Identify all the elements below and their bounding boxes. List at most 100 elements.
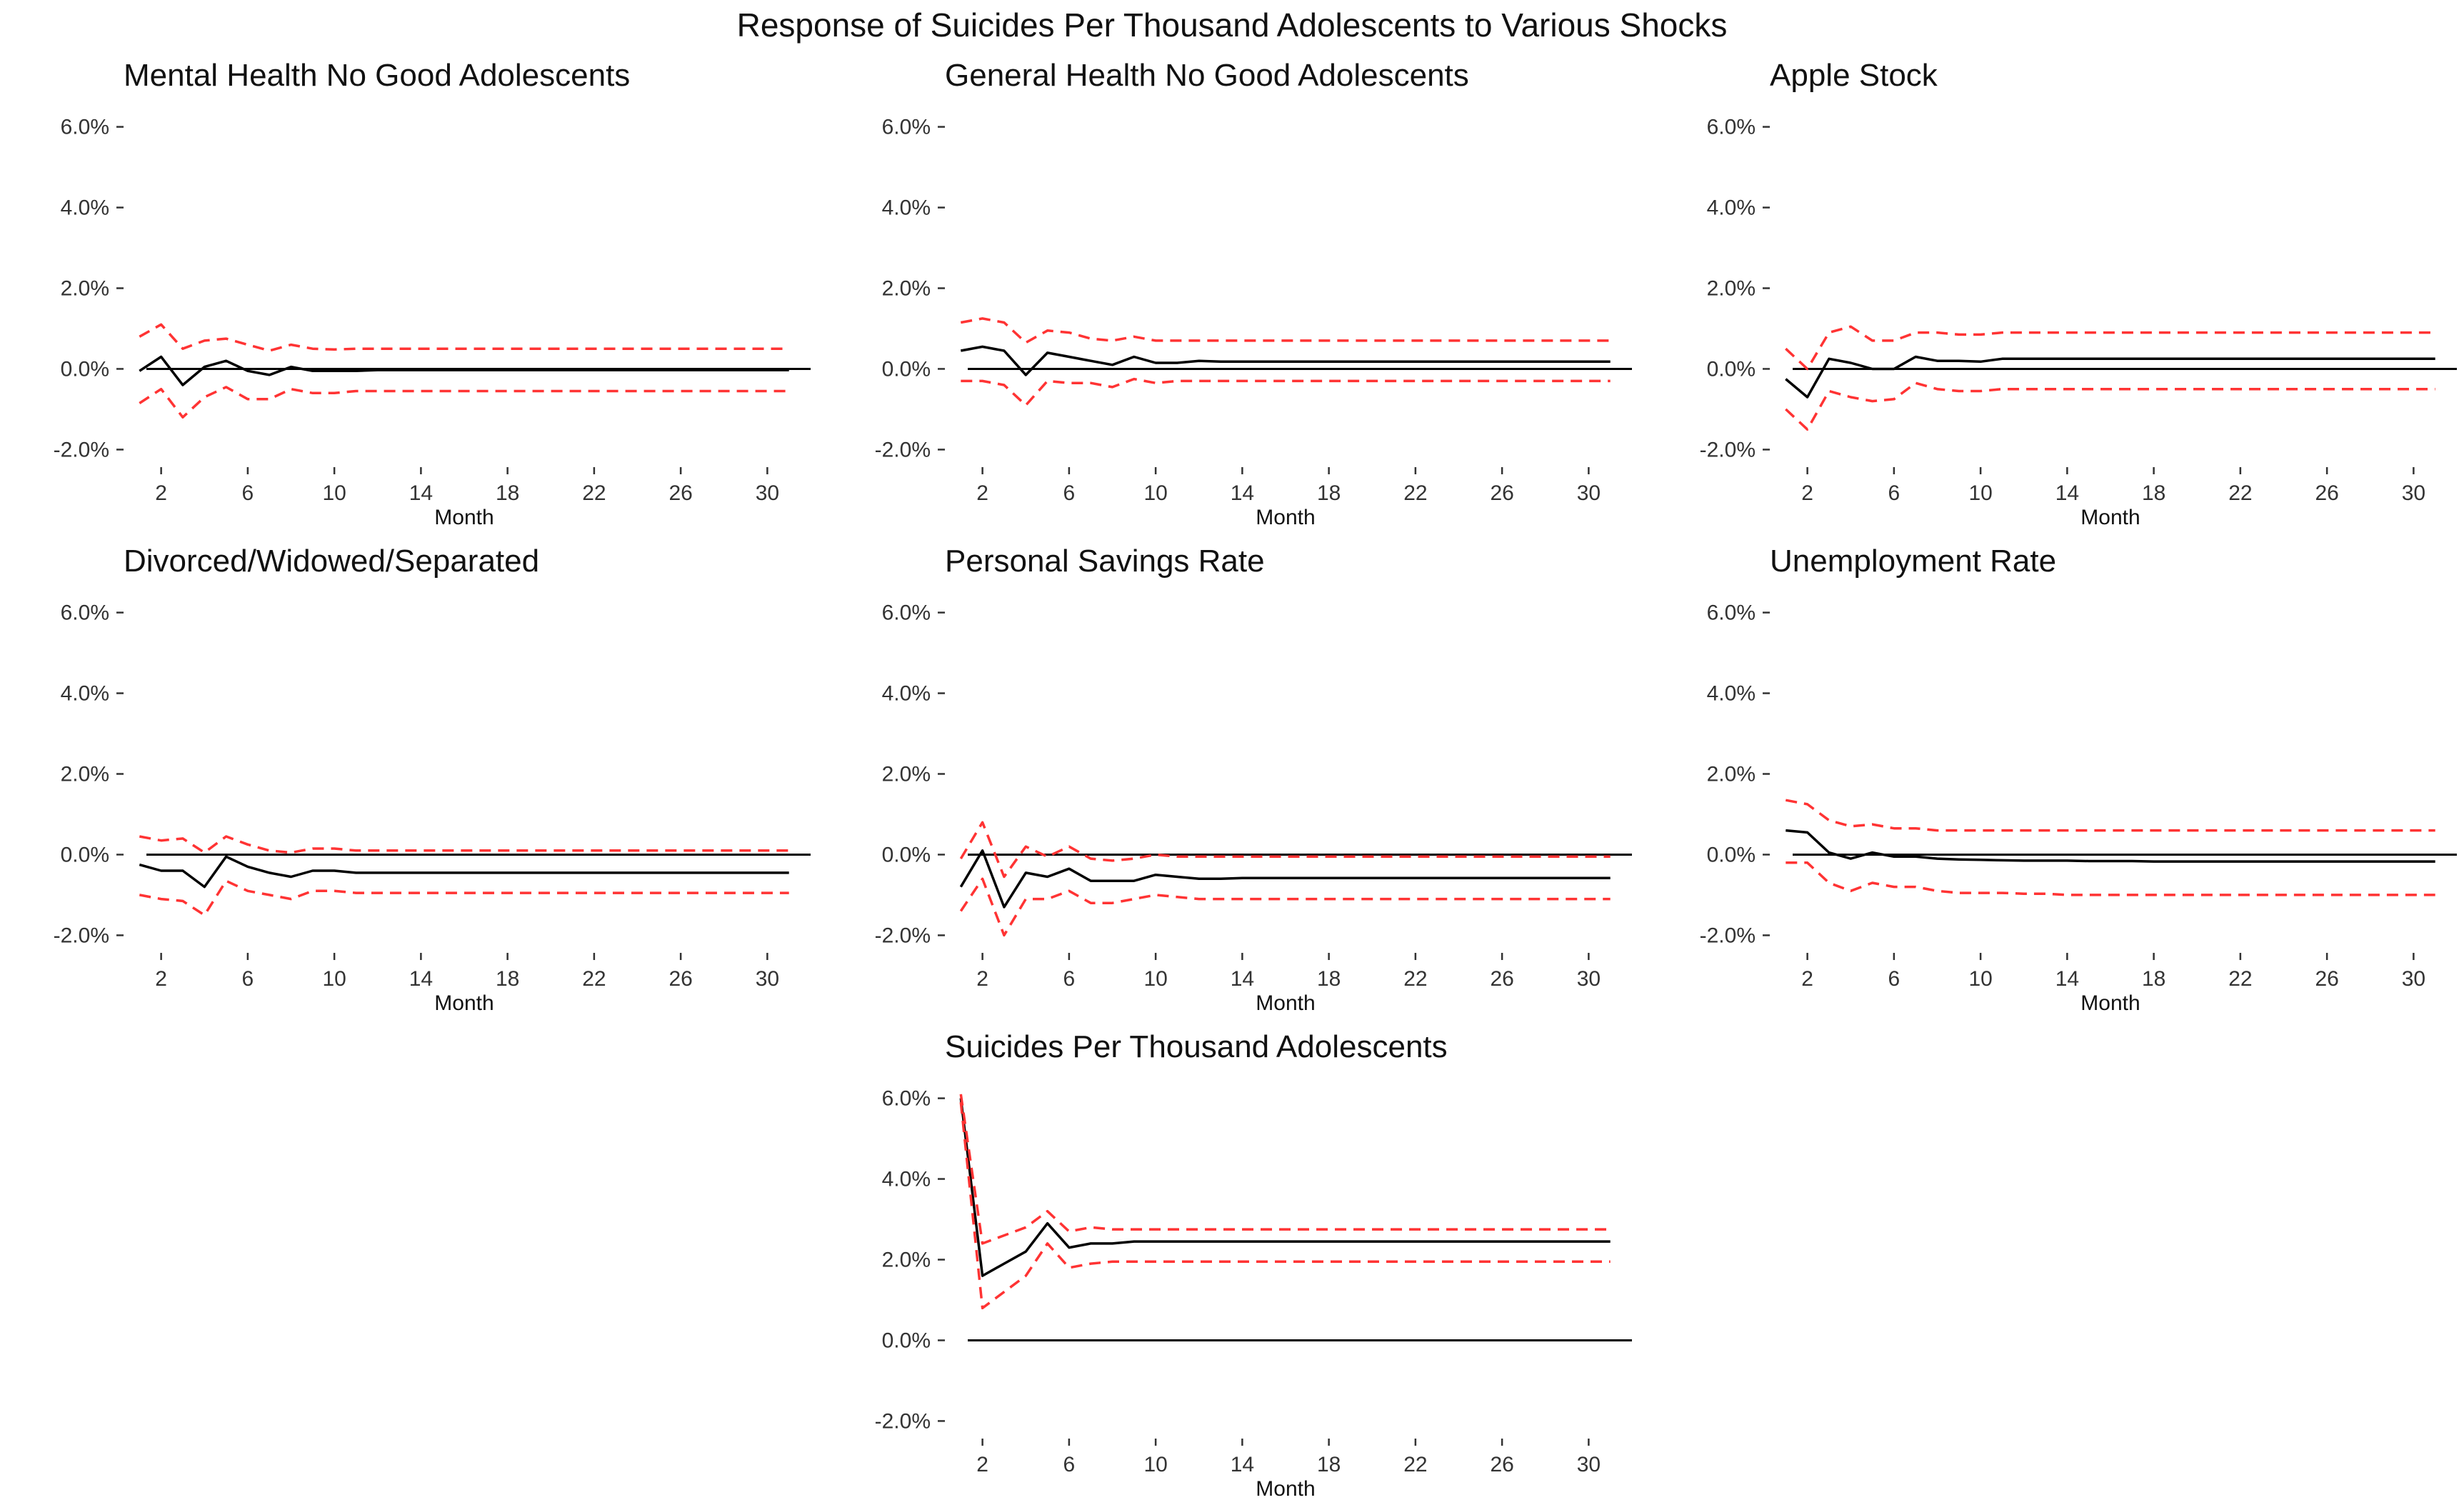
y-tick-label: 4.0% bbox=[61, 196, 109, 220]
response-line bbox=[959, 849, 1611, 909]
x-axis-title: Month bbox=[1256, 506, 1315, 529]
x-tick-label: 26 bbox=[1490, 967, 1513, 991]
lower-band-line bbox=[1785, 381, 2435, 431]
panel-title: Divorced/Widowed/Separated bbox=[124, 544, 539, 579]
x-tick-label: 10 bbox=[1143, 481, 1167, 505]
y-tick-label: 6.0% bbox=[1707, 601, 1756, 625]
x-tick-label: 26 bbox=[668, 481, 692, 505]
x-tick-label: 14 bbox=[409, 967, 433, 991]
x-tick-label: 2 bbox=[155, 967, 167, 991]
x-axis-title: Month bbox=[2080, 506, 2140, 529]
response-line bbox=[1785, 355, 2435, 399]
x-tick-label: 18 bbox=[1317, 1453, 1341, 1476]
chart-panel: Unemployment Rate -2.0% 0.0% 2.0% 4.0% 6.0% 2 6… bbox=[1646, 536, 2460, 1015]
chart-panel: General Health No Good Adolescents -2.0% 0… bbox=[821, 50, 1636, 529]
y-tick-label: 6.0% bbox=[61, 601, 109, 625]
lower-band-line bbox=[959, 877, 1611, 937]
y-tick-label: -2.0% bbox=[1700, 924, 1756, 947]
y-tick-label: 0.0% bbox=[61, 843, 109, 866]
x-axis-title: Month bbox=[434, 506, 494, 529]
upper-band-line bbox=[960, 317, 1611, 344]
x-axis-title: Month bbox=[434, 991, 494, 1015]
panel-title: Personal Savings Rate bbox=[945, 544, 1265, 579]
upper-band-line bbox=[959, 1094, 1611, 1245]
x-tick-label: 2 bbox=[155, 481, 167, 505]
x-tick-label: 30 bbox=[2402, 481, 2425, 505]
y-tick-label: -2.0% bbox=[875, 1409, 931, 1433]
x-tick-label: 6 bbox=[1063, 967, 1076, 991]
panel-title: Mental Health No Good Adolescents bbox=[124, 58, 630, 93]
x-tick-label: 14 bbox=[1231, 1453, 1254, 1476]
lower-band-line bbox=[139, 879, 789, 916]
x-tick-label: 10 bbox=[322, 481, 346, 505]
response-line bbox=[139, 855, 789, 889]
y-tick-label: 2.0% bbox=[882, 277, 931, 301]
x-tick-label: 6 bbox=[242, 967, 254, 991]
x-tick-label: 26 bbox=[1490, 1453, 1513, 1476]
x-tick-label: 2 bbox=[976, 481, 988, 505]
chart-svg: General Health No Good Adolescents -2.0% 0… bbox=[875, 58, 1632, 529]
y-tick-label: 4.0% bbox=[1707, 682, 1756, 706]
x-tick-label: 14 bbox=[2055, 967, 2079, 991]
x-tick-label: 30 bbox=[756, 967, 779, 991]
y-tick-label: -2.0% bbox=[875, 924, 931, 947]
lower-band-line bbox=[1786, 861, 2435, 896]
chart-svg: Mental Health No Good Adolescents -2.0% 0.… bbox=[54, 58, 811, 529]
x-tick-label: 18 bbox=[2142, 967, 2165, 991]
chart-svg: Personal Savings Rate -2.0% 0.0% 2.0% 4.0% 6.… bbox=[875, 544, 1632, 1015]
x-tick-label: 10 bbox=[1968, 481, 1992, 505]
x-tick-label: 18 bbox=[496, 481, 519, 505]
x-tick-label: 26 bbox=[668, 967, 692, 991]
y-tick-label: -2.0% bbox=[1700, 438, 1756, 461]
y-tick-label: 0.0% bbox=[1707, 843, 1756, 866]
x-tick-label: 2 bbox=[1801, 967, 1813, 991]
x-tick-label: 2 bbox=[976, 967, 988, 991]
x-tick-label: 22 bbox=[1403, 1453, 1427, 1476]
y-tick-label: 4.0% bbox=[882, 1168, 931, 1191]
x-tick-label: 6 bbox=[1063, 481, 1076, 505]
x-axis-title: Month bbox=[1256, 991, 1315, 1015]
x-tick-label: 26 bbox=[2315, 967, 2338, 991]
y-tick-label: 6.0% bbox=[61, 116, 109, 139]
y-tick-label: 2.0% bbox=[1707, 277, 1756, 301]
x-tick-label: 22 bbox=[2228, 481, 2252, 505]
x-tick-label: 10 bbox=[1143, 1453, 1167, 1476]
y-tick-label: 6.0% bbox=[882, 601, 931, 625]
x-tick-label: 10 bbox=[1143, 967, 1167, 991]
x-tick-label: 2 bbox=[976, 1453, 988, 1476]
y-tick-label: 0.0% bbox=[882, 1329, 931, 1352]
y-tick-label: -2.0% bbox=[54, 438, 109, 461]
x-tick-label: 30 bbox=[2402, 967, 2425, 991]
response-line bbox=[1786, 829, 2435, 863]
y-tick-label: 4.0% bbox=[1707, 196, 1756, 220]
panel-title: Suicides Per Thousand Adolescents bbox=[945, 1029, 1448, 1064]
x-tick-label: 30 bbox=[756, 481, 779, 505]
lower-band-line bbox=[959, 1102, 1611, 1310]
x-tick-label: 14 bbox=[409, 481, 433, 505]
x-tick-label: 14 bbox=[2055, 481, 2079, 505]
upper-band-line bbox=[959, 821, 1611, 879]
x-tick-label: 18 bbox=[496, 967, 519, 991]
x-tick-label: 22 bbox=[1403, 481, 1427, 505]
x-tick-label: 26 bbox=[1490, 481, 1513, 505]
y-tick-label: -2.0% bbox=[54, 924, 109, 947]
x-tick-label: 18 bbox=[1317, 967, 1341, 991]
x-tick-label: 30 bbox=[1577, 1453, 1601, 1476]
x-tick-label: 30 bbox=[1577, 967, 1601, 991]
y-tick-label: 4.0% bbox=[882, 682, 931, 706]
x-tick-label: 6 bbox=[1063, 1453, 1076, 1476]
y-tick-label: 0.0% bbox=[61, 357, 109, 381]
x-tick-label: 18 bbox=[2142, 481, 2165, 505]
x-tick-label: 22 bbox=[1403, 967, 1427, 991]
x-tick-label: 2 bbox=[1801, 481, 1813, 505]
upper-band-line bbox=[139, 835, 789, 854]
x-tick-label: 22 bbox=[2228, 967, 2252, 991]
y-tick-label: 6.0% bbox=[882, 116, 931, 139]
x-tick-label: 18 bbox=[1317, 481, 1341, 505]
upper-band-line bbox=[139, 323, 789, 352]
y-tick-label: 4.0% bbox=[61, 682, 109, 706]
y-tick-label: 6.0% bbox=[1707, 116, 1756, 139]
chart-panel: Divorced/Widowed/Separated -2.0% 0.0% 2.0% 4… bbox=[0, 536, 814, 1015]
x-tick-label: 14 bbox=[1231, 967, 1254, 991]
